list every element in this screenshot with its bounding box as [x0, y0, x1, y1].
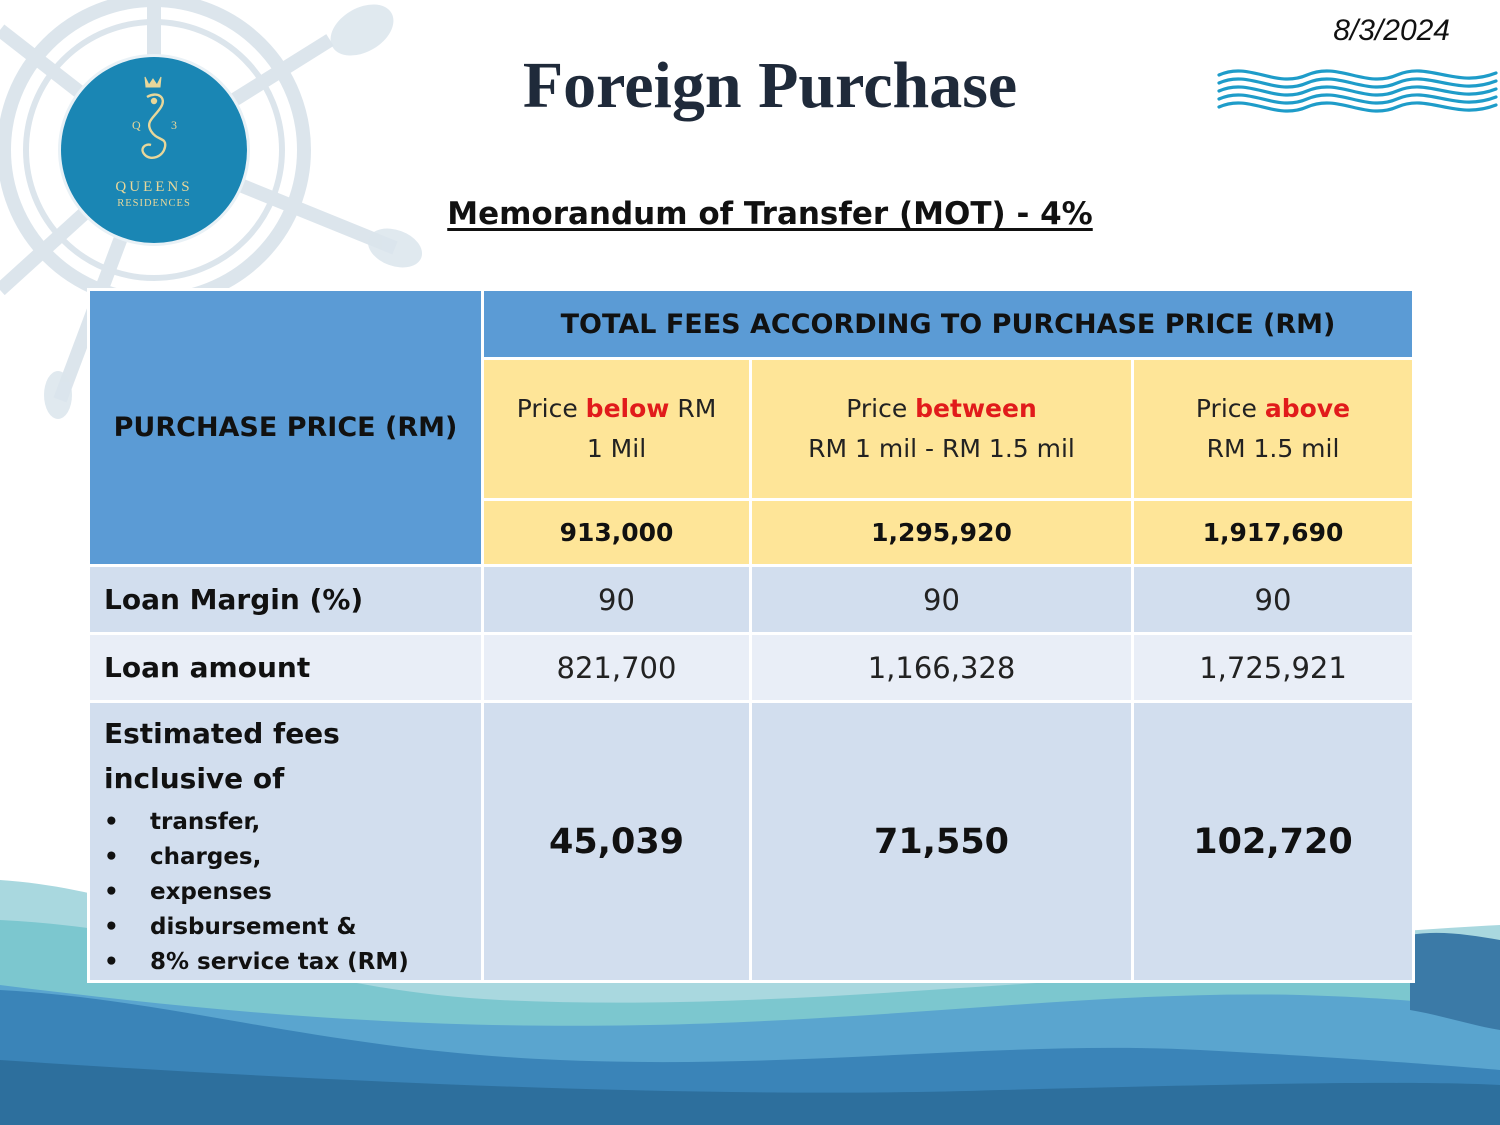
queens-residences-logo: Q 3 QUEENS RESIDENCES	[61, 57, 247, 243]
category-line2: 1 Mil	[586, 434, 647, 463]
price-value: 1,917,690	[1131, 498, 1415, 567]
table-header-row: PURCHASE PRICE (RM) TOTAL FEES ACCORDING…	[87, 288, 1415, 567]
crown-icon	[144, 76, 162, 88]
loan-amount-label: Loan amount	[87, 632, 484, 703]
category-keyword: below	[585, 394, 670, 423]
purchase-price-header: PURCHASE PRICE (RM)	[87, 288, 484, 567]
seahorse-icon	[141, 93, 167, 159]
estimated-fees-title: Estimated fees	[104, 717, 340, 750]
category-keyword: above	[1264, 394, 1351, 423]
seahorse-emblem: Q 3	[132, 76, 177, 159]
bullet-icon: •	[104, 879, 119, 905]
list-item: • disbursement &	[104, 910, 481, 945]
total-fees-header: TOTAL FEES ACCORDING TO PURCHASE PRICE (…	[481, 288, 1415, 360]
wave-right-slate	[1410, 932, 1500, 1030]
logo-3: 3	[171, 118, 177, 132]
price-value: 913,000	[481, 498, 752, 567]
list-item: • transfer,	[104, 805, 481, 840]
price-category-below: Price below RM 1 Mil	[481, 357, 752, 501]
page-title: Foreign Purchase	[522, 49, 1018, 122]
loan-amount-value: 1,725,921	[1131, 632, 1415, 703]
fees-table: PURCHASE PRICE (RM) TOTAL FEES ACCORDING…	[87, 288, 1415, 983]
bullet-icon: •	[104, 914, 119, 940]
category-line2: RM 1 mil - RM 1.5 mil	[808, 434, 1075, 463]
wheel-handles	[44, 4, 423, 419]
estimated-fees-subtitle: inclusive of	[104, 762, 285, 795]
category-keyword: between	[915, 394, 1037, 423]
category-prefix: Price	[516, 394, 586, 423]
price-value: 1,295,920	[749, 498, 1134, 567]
estimated-fees-value: 102,720	[1131, 700, 1415, 983]
list-item: • charges,	[104, 840, 481, 875]
category-prefix: Price	[1195, 394, 1265, 423]
loan-margin-label: Loan Margin (%)	[87, 564, 484, 635]
bullet-icon: •	[104, 844, 119, 870]
page-subtitle: Memorandum of Transfer (MOT) - 4%	[447, 196, 1093, 232]
price-category-above: Price above RM 1.5 mil	[1131, 357, 1415, 501]
list-item: • 8% service tax (RM)	[104, 945, 481, 980]
list-item-text: transfer,	[150, 809, 261, 835]
price-category-row: Price below RM 1 Mil Price between RM 1 …	[89, 357, 1415, 501]
price-value-row: 913,000 1,295,920 1,917,690	[89, 498, 1415, 567]
bullet-icon: •	[104, 809, 119, 835]
wave-deep-blue	[0, 1060, 1500, 1125]
category-line2: RM 1.5 mil	[1206, 434, 1340, 463]
wave-lines-icon	[1217, 69, 1498, 113]
list-item-text: 8% service tax (RM)	[150, 949, 409, 975]
date-label: 8/3/2024	[1333, 14, 1450, 47]
logo-subname: RESIDENCES	[117, 198, 191, 209]
fee-components-list: • transfer, • charges, • expenses • disburse…	[104, 805, 481, 980]
bullet-icon: •	[104, 949, 119, 975]
loan-margin-value: 90	[749, 564, 1134, 635]
list-item-text: disbursement &	[150, 914, 357, 940]
estimated-fees-label: Estimated fees inclusive of • transfer, •…	[87, 700, 484, 983]
list-item-text: charges,	[150, 844, 262, 870]
loan-amount-row: Loan amount 821,700 1,166,328 1,725,921	[87, 632, 1415, 703]
logo-q: Q	[132, 118, 141, 132]
loan-amount-value: 821,700	[481, 632, 752, 703]
estimated-fees-value: 71,550	[749, 700, 1134, 983]
loan-amount-value: 1,166,328	[749, 632, 1134, 703]
loan-margin-value: 90	[481, 564, 752, 635]
estimated-fees-row: Estimated fees inclusive of • transfer, •…	[87, 700, 1415, 983]
price-category-between: Price between RM 1 mil - RM 1.5 mil	[749, 357, 1134, 501]
list-item-text: expenses	[150, 879, 272, 905]
loan-margin-row: Loan Margin (%) 90 90 90	[87, 564, 1415, 635]
category-prefix: Price	[846, 394, 916, 423]
loan-margin-value: 90	[1131, 564, 1415, 635]
estimated-fees-value: 45,039	[481, 700, 752, 983]
category-suffix: RM	[669, 394, 717, 423]
list-item: • expenses	[104, 875, 481, 910]
logo-name: QUEENS	[115, 179, 193, 195]
